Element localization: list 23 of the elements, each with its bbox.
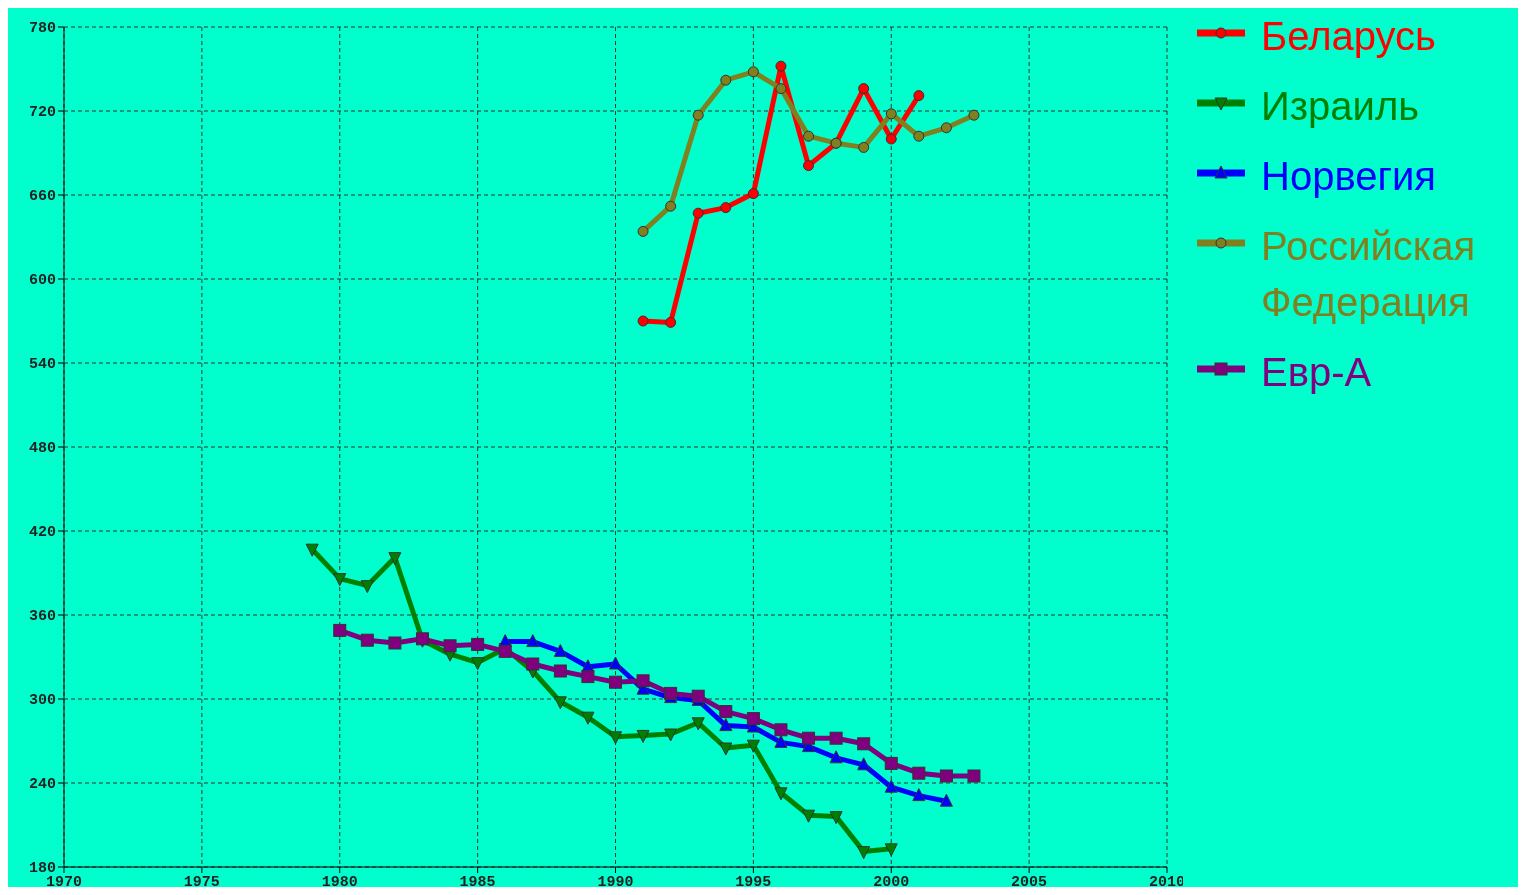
x-tick-label: 1970 <box>45 873 83 891</box>
y-tick-label: 480 <box>28 440 56 458</box>
y-tick-label: 720 <box>28 104 56 122</box>
legend-label: Евр-А <box>1261 349 1373 396</box>
legend-label: Беларусь <box>1261 13 1437 60</box>
y-tick-label: 360 <box>28 608 56 626</box>
y-tick-label: 660 <box>28 188 56 206</box>
y-tick-label: 780 <box>28 20 56 38</box>
legend-label: Норвегия <box>1261 153 1438 200</box>
y-tick-label: 240 <box>28 776 56 794</box>
legend-label: Израиль <box>1261 83 1421 130</box>
y-tick-label: 300 <box>28 692 56 710</box>
x-tick-label: 1995 <box>735 873 772 891</box>
x-tick-label: 1980 <box>321 873 358 891</box>
legend-label: Российская Федерация <box>1261 223 1477 326</box>
y-tick-label: 420 <box>28 524 56 542</box>
y-tick-label: 540 <box>28 356 56 374</box>
y-tick-label: 600 <box>28 272 56 290</box>
x-tick-label: 1990 <box>597 873 634 891</box>
x-tick-label: 2005 <box>1011 873 1048 891</box>
x-tick-label: 2000 <box>873 873 910 891</box>
x-tick-label: 1975 <box>183 873 220 891</box>
x-tick-label: 1985 <box>459 873 496 891</box>
